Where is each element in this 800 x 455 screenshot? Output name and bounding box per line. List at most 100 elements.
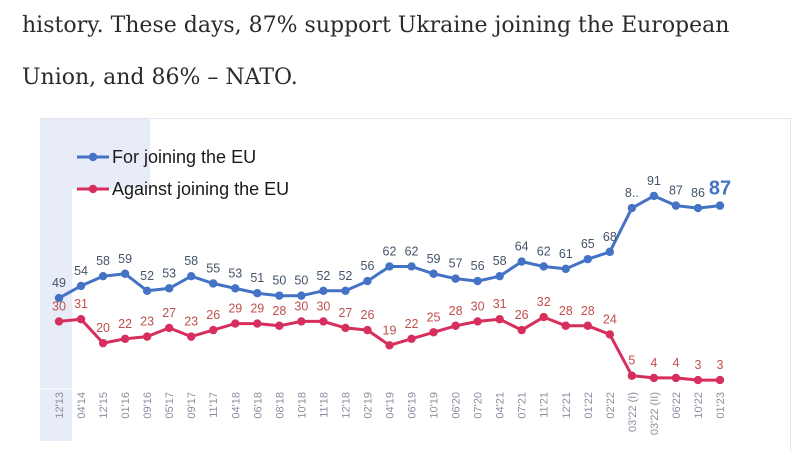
for-eu-data-label: 86 bbox=[691, 186, 705, 200]
for-eu-point bbox=[76, 281, 86, 291]
for-eu-point bbox=[363, 276, 372, 286]
for-eu-point bbox=[54, 293, 64, 303]
against-eu-data-label: 4 bbox=[672, 356, 679, 370]
against-eu-point bbox=[583, 321, 592, 330]
x-tick-label: 09'17 bbox=[186, 392, 198, 419]
against-eu-point bbox=[517, 325, 526, 335]
x-tick-label: 01'23 bbox=[715, 392, 727, 419]
legend-label: Against joining the EU bbox=[112, 179, 289, 199]
x-tick-label: 12'18 bbox=[340, 392, 352, 419]
for-eu-data-label: 68 bbox=[603, 230, 617, 244]
for-eu-point bbox=[120, 269, 130, 278]
legend-label: For joining the EU bbox=[112, 147, 256, 167]
for-eu-data-label: 52 bbox=[316, 269, 330, 283]
for-eu-data-label: 50 bbox=[272, 274, 286, 288]
against-eu-point bbox=[671, 373, 681, 383]
against-eu-point bbox=[605, 330, 615, 339]
for-eu-data-label: 52 bbox=[140, 269, 154, 283]
against-eu-data-label: 19 bbox=[383, 323, 397, 337]
against-eu-point bbox=[715, 375, 725, 385]
against-eu-point bbox=[341, 323, 350, 333]
for-eu-point bbox=[164, 284, 174, 293]
for-eu-data-label: 56 bbox=[361, 259, 375, 273]
x-tick-label: 06'22 bbox=[671, 392, 683, 419]
for-eu-data-label: 87 bbox=[709, 178, 731, 200]
for-eu-point bbox=[341, 286, 350, 295]
against-eu-point bbox=[164, 323, 174, 333]
legend-swatch-marker bbox=[88, 152, 98, 162]
against-eu-data-label: 26 bbox=[206, 308, 220, 322]
x-tick-label: 07'20 bbox=[473, 392, 485, 419]
for-eu-data-label: 53 bbox=[228, 266, 242, 280]
for-eu-data-label: 61 bbox=[559, 247, 573, 261]
against-eu-point bbox=[363, 325, 372, 335]
against-eu-data-label: 3 bbox=[694, 358, 701, 372]
against-eu-data-label: 24 bbox=[603, 312, 617, 326]
x-axis: 12'13 04'14 12'15 01'16 09'16 05'17 09'17 11'17… bbox=[40, 388, 790, 435]
for-eu-point bbox=[142, 286, 152, 295]
against-eu-data-label: 28 bbox=[559, 304, 573, 318]
against-eu-data-label: 22 bbox=[405, 317, 419, 331]
x-tick-label: 06'19 bbox=[407, 392, 419, 419]
x-tick-label: 11'17 bbox=[208, 392, 220, 418]
for-eu-data-label: 51 bbox=[250, 271, 264, 285]
left-highlight bbox=[40, 189, 72, 441]
for-eu-point bbox=[495, 271, 504, 281]
for-eu-point bbox=[583, 254, 592, 264]
against-eu-data-label: 28 bbox=[581, 304, 595, 318]
against-eu-data-label: 28 bbox=[449, 304, 463, 318]
x-tick-label: 12'13 bbox=[54, 392, 66, 419]
against-eu-data-label: 27 bbox=[162, 306, 176, 320]
against-eu-data-label: 5 bbox=[628, 354, 635, 368]
against-eu-data-label: 25 bbox=[427, 310, 441, 324]
for-eu-data-label: 65 bbox=[581, 237, 595, 251]
for-eu-point bbox=[98, 271, 108, 281]
x-tick-label: 02'22 bbox=[605, 392, 617, 419]
for-eu-point bbox=[561, 264, 570, 274]
against-eu-point bbox=[54, 317, 64, 326]
against-eu-data-label: 30 bbox=[471, 299, 485, 313]
x-tick-label: 05'17 bbox=[164, 392, 176, 419]
for-eu-point bbox=[671, 201, 681, 210]
for-eu-data-label: 56 bbox=[471, 259, 485, 273]
x-tick-label: 04'18 bbox=[230, 392, 242, 419]
for-eu-point bbox=[319, 286, 328, 295]
x-tick-label: 04'21 bbox=[495, 392, 507, 419]
x-tick-label: 06'20 bbox=[451, 392, 463, 419]
against-eu-point bbox=[407, 334, 416, 343]
for-eu-data-label: 8.. bbox=[625, 186, 639, 200]
against-eu-point bbox=[451, 321, 460, 330]
for-eu-point bbox=[517, 257, 526, 266]
for-eu-data-label: 55 bbox=[206, 261, 220, 275]
against-eu-data-label: 31 bbox=[74, 297, 88, 311]
against-eu-point bbox=[495, 315, 504, 324]
legend-swatch-marker bbox=[88, 184, 98, 194]
article-text: history. These days, 87% support Ukraine… bbox=[22, 0, 782, 104]
for-eu-point bbox=[253, 289, 262, 298]
x-tick-label: 09'16 bbox=[142, 392, 154, 419]
against-eu-point bbox=[561, 321, 570, 330]
x-tick-label: 08'18 bbox=[274, 392, 286, 419]
against-eu-point bbox=[231, 319, 240, 328]
against-eu-data-label: 30 bbox=[294, 299, 308, 313]
against-eu-point bbox=[539, 312, 548, 322]
for-eu-point bbox=[275, 291, 284, 300]
x-tick-label: 01'22 bbox=[583, 392, 595, 419]
against-eu-data-label: 23 bbox=[140, 315, 154, 329]
x-tick-label: 04'19 bbox=[385, 392, 397, 419]
for-eu-data-label: 54 bbox=[74, 264, 88, 278]
x-tick-label: 01'16 bbox=[120, 392, 132, 419]
for-eu-data-label: 62 bbox=[405, 244, 419, 258]
for-eu-point bbox=[231, 284, 240, 293]
against-eu-point bbox=[649, 373, 659, 383]
against-eu-point bbox=[142, 332, 152, 341]
for-eu-point bbox=[693, 203, 703, 213]
eu-support-chart: For joining the EU Against joining the EU… bbox=[40, 119, 790, 441]
series-points bbox=[54, 191, 725, 385]
for-eu-data-label: 49 bbox=[52, 276, 66, 290]
against-eu-point bbox=[385, 341, 394, 350]
for-eu-point bbox=[539, 262, 548, 271]
x-tick-label: 06'18 bbox=[252, 392, 264, 419]
x-tick-label: 04'14 bbox=[76, 392, 88, 419]
against-eu-data-label: 22 bbox=[118, 317, 132, 331]
